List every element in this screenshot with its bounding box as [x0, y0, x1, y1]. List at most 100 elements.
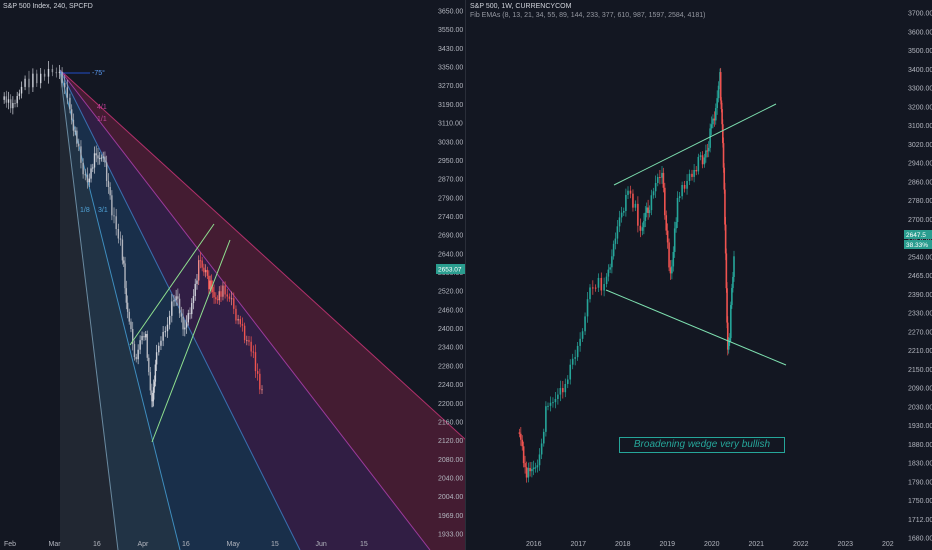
right-candle — [532, 467, 535, 470]
left-price-tag-bg — [436, 264, 466, 274]
right-candle — [566, 379, 569, 384]
left-candle — [123, 260, 125, 264]
right-candle — [721, 109, 723, 125]
left-candle — [184, 327, 186, 330]
right-x-tick: 2023 — [838, 541, 854, 548]
right-x-tick: 2021 — [749, 541, 765, 548]
right-candle — [632, 193, 634, 208]
right-candle — [683, 184, 686, 189]
left-candle — [168, 315, 171, 325]
right-candle — [592, 287, 594, 289]
left-candle — [148, 357, 150, 373]
right-candle — [611, 256, 613, 268]
left-chart-pane[interactable]: -75° 4/1 1/1 1/8 3/1 3650.00 3550.00 3430.… — [0, 0, 466, 550]
right-candle — [727, 341, 730, 350]
left-candle — [51, 68, 54, 73]
left-candle — [132, 329, 134, 345]
right-y-tick: 3400.00 — [908, 67, 932, 74]
right-candle — [723, 167, 726, 190]
left-candle — [173, 300, 175, 302]
left-x-tick: 16 — [93, 541, 101, 548]
left-y-tick: 3190.00 — [438, 102, 463, 109]
right-candle — [668, 242, 670, 268]
left-y-tick: 2120.00 — [438, 438, 463, 445]
right-y-tick: 2210.00 — [908, 348, 932, 355]
left-chart-canvas[interactable]: -75° 4/1 1/1 1/8 3/1 3650.00 3550.00 3430.… — [0, 0, 466, 550]
left-x-tick: Mar — [49, 541, 62, 548]
left-candle — [93, 153, 96, 168]
right-y-tick: 1790.00 — [908, 479, 932, 486]
left-candle — [109, 187, 111, 196]
left-candle — [208, 275, 210, 290]
left-candle — [63, 82, 66, 88]
left-candle — [250, 341, 252, 352]
right-x-tick: 202 — [882, 541, 894, 548]
left-candle — [201, 260, 203, 268]
left-candle — [102, 156, 104, 158]
right-candle — [584, 316, 586, 332]
left-candle — [152, 387, 155, 400]
left-candle — [146, 333, 148, 358]
right-candle — [732, 276, 734, 288]
right-candle — [724, 189, 726, 225]
right-candle — [722, 143, 725, 168]
left-y-tick: 2004.00 — [438, 494, 463, 501]
right-candle — [681, 184, 683, 197]
right-candle — [527, 467, 530, 478]
right-candles — [518, 67, 735, 483]
left-candle — [191, 303, 193, 315]
left-y-tick: 3270.00 — [438, 83, 463, 90]
left-candle — [43, 73, 46, 77]
left-y-tick: 2040.00 — [438, 475, 463, 482]
right-candle — [614, 238, 617, 244]
right-time-axis[interactable]: 2016 2017 2018 2019 2020 2021 2022 2023 202 — [526, 541, 894, 548]
left-candle — [121, 239, 124, 261]
left-candle — [100, 157, 103, 159]
left-candle — [187, 313, 189, 323]
right-candle — [603, 284, 605, 291]
left-candle — [32, 73, 34, 88]
right-price-axis[interactable]: 3700.00 3600.00 3500.00 3400.00 3300.00 3200.… — [908, 11, 932, 543]
annotation-broadening-wedge[interactable]: Broadening wedge very bullish — [619, 437, 785, 453]
right-indicator-legend[interactable]: Fib EMAs (8, 13, 21, 34, 55, 89, 144, 23… — [470, 12, 706, 19]
left-y-tick: 2790.00 — [438, 195, 463, 202]
left-y-tick: 2690.00 — [438, 233, 463, 240]
left-time-axis[interactable]: Feb Mar 16 Apr 16 May 15 Jun 15 — [4, 541, 368, 548]
left-chart-header: S&P 500 Index, 240, SPCFD — [3, 3, 93, 10]
right-candle — [597, 277, 600, 288]
right-chart-pane[interactable]: 3700.00 3600.00 3500.00 3400.00 3300.00 3200.… — [466, 0, 932, 550]
right-candle — [709, 128, 711, 148]
right-candle — [634, 203, 637, 208]
right-candle — [724, 224, 727, 254]
right-candle — [579, 338, 581, 346]
right-candle — [701, 155, 704, 165]
right-candle — [571, 358, 574, 365]
right-x-tick: 2019 — [660, 541, 676, 548]
right-y-tick: 2700.00 — [908, 217, 932, 224]
left-candle — [14, 103, 16, 105]
left-candle — [153, 381, 156, 388]
left-x-tick: May — [227, 541, 241, 548]
right-pct-tag-bg — [904, 240, 932, 249]
left-candle — [218, 291, 220, 301]
right-chart-canvas[interactable]: 3700.00 3600.00 3500.00 3400.00 3300.00 3200.… — [466, 0, 932, 550]
right-y-tick: 2330.00 — [908, 311, 932, 318]
right-candle — [607, 269, 610, 277]
right-candle — [728, 338, 731, 342]
fan-label-4-1: 4/1 — [97, 104, 107, 111]
right-candle — [665, 215, 668, 231]
left-candle — [162, 332, 164, 341]
right-candle — [576, 345, 579, 358]
fan-label-3-1: 3/1 — [98, 207, 108, 214]
right-candle — [536, 465, 539, 468]
left-candle — [135, 357, 137, 360]
left-candle — [158, 345, 160, 353]
right-candle — [622, 210, 625, 213]
right-candle — [652, 191, 655, 196]
left-candle — [185, 322, 188, 328]
left-y-tick: 2240.00 — [438, 382, 463, 389]
left-y-tick: 2080.00 — [438, 457, 463, 464]
left-candle — [224, 285, 226, 295]
right-candle — [521, 439, 524, 447]
right-candle — [629, 190, 632, 194]
